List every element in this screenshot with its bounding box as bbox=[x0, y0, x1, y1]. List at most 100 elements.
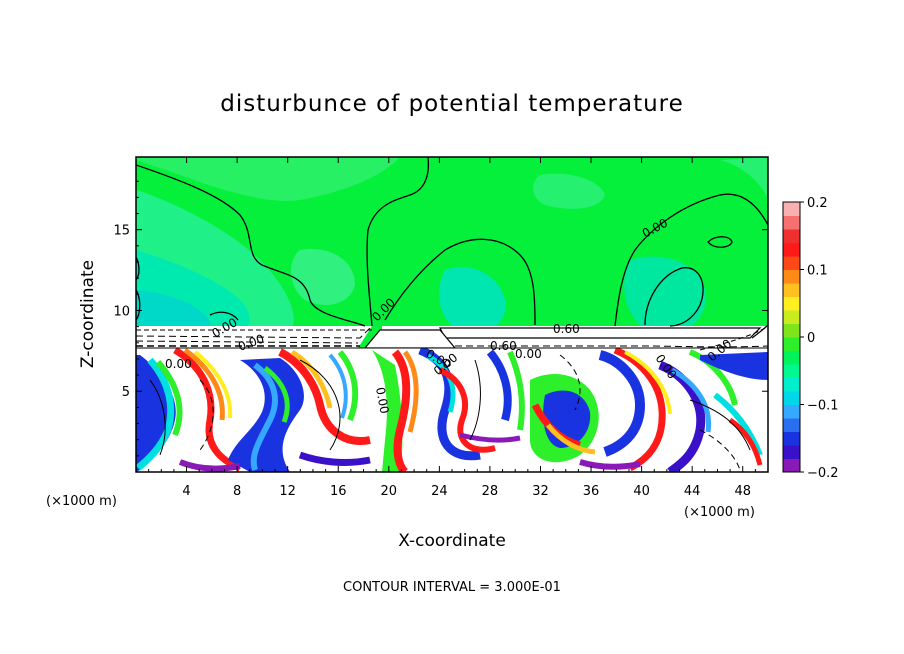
x-tick-label: 8 bbox=[233, 484, 241, 499]
colorbar-swatch bbox=[783, 431, 800, 446]
contour-line bbox=[455, 345, 768, 348]
field-patch bbox=[533, 173, 605, 209]
y-axis: 5 10 15 bbox=[113, 180, 768, 457]
contour-label: 0.60 bbox=[553, 322, 580, 336]
contour-label: 0.00 bbox=[165, 357, 192, 371]
contour-interval-note: CONTOUR INTERVAL = 3.000E-01 bbox=[343, 580, 561, 595]
contour-line bbox=[699, 429, 741, 471]
eddy-purple bbox=[178, 459, 241, 472]
plot-area bbox=[136, 157, 768, 472]
plume-red bbox=[391, 349, 411, 472]
white-band-segment bbox=[439, 327, 762, 339]
contour-line bbox=[559, 354, 581, 411]
contour-line bbox=[136, 289, 141, 321]
x-tick-label: 4 bbox=[182, 484, 190, 499]
plume-orange bbox=[402, 350, 419, 433]
eddy-red bbox=[173, 348, 242, 472]
field-patch bbox=[624, 256, 706, 335]
colorbar-swatch bbox=[783, 256, 800, 270]
contour-line bbox=[751, 324, 768, 339]
eddy-orange bbox=[290, 349, 333, 409]
colorbar-swatch bbox=[783, 377, 800, 392]
contour-line bbox=[384, 238, 536, 326]
contour-line bbox=[366, 157, 430, 327]
colorbar-swatch bbox=[783, 391, 800, 405]
contour-label: 0.60 bbox=[490, 339, 517, 353]
colorbar-swatch bbox=[783, 296, 800, 311]
contour-line bbox=[689, 399, 751, 451]
eddy-green bbox=[263, 366, 290, 423]
x-tick-label: 44 bbox=[684, 484, 701, 499]
contour-line bbox=[644, 267, 704, 327]
contour-line bbox=[469, 359, 481, 441]
field-patch bbox=[439, 266, 506, 335]
colorbar-swatch bbox=[783, 310, 800, 324]
y-axis-label: Z-coordinate bbox=[78, 260, 98, 368]
colorbar-swatch bbox=[783, 445, 800, 459]
eddy-cyan bbox=[136, 357, 175, 471]
contour-line bbox=[136, 340, 359, 344]
colorbar-swatch bbox=[783, 215, 800, 230]
eddy-green bbox=[155, 360, 183, 437]
plume-green bbox=[507, 350, 525, 431]
colorbar-swatch bbox=[783, 229, 800, 243]
colorbar-swatch bbox=[783, 418, 800, 432]
contour-line bbox=[707, 236, 733, 248]
white-band-segment bbox=[363, 329, 457, 349]
contour-line bbox=[209, 311, 239, 321]
lower-field bbox=[136, 348, 768, 472]
y-tick-label: 15 bbox=[113, 224, 130, 239]
contour-label: 0.00 bbox=[515, 347, 542, 361]
x-tick-label: 40 bbox=[633, 484, 650, 499]
x-tick-label: 48 bbox=[734, 484, 751, 499]
colorbar-tick-label: 0.2 bbox=[807, 196, 828, 211]
eddy-cyan bbox=[670, 367, 712, 433]
y-tick-label: 10 bbox=[113, 304, 130, 319]
eddy-red bbox=[728, 417, 763, 466]
x-tick-label: 24 bbox=[431, 484, 448, 499]
eddy-green bbox=[337, 350, 359, 422]
colorbar-swatch bbox=[783, 242, 800, 257]
white-band bbox=[136, 326, 768, 349]
colorbar-swatch bbox=[783, 404, 800, 419]
y-unit-label: (×1000 m) bbox=[46, 494, 117, 509]
eddy-orange bbox=[183, 348, 225, 421]
eddy-orange bbox=[546, 423, 596, 455]
colorbar-swatch bbox=[783, 202, 800, 216]
eddy-yellow bbox=[624, 350, 672, 415]
x-unit-label: (×1000 m) bbox=[684, 505, 755, 520]
chart-title: disturbunce of potential temperature bbox=[220, 91, 684, 117]
eddy-cyan bbox=[328, 353, 348, 419]
eddy-green bbox=[688, 349, 738, 406]
colorbar-tick-label: −0.2 bbox=[807, 466, 839, 481]
colorbar-swatch bbox=[783, 364, 800, 378]
colorbar-swatch bbox=[783, 337, 800, 351]
colorbar-tick-label: −0.1 bbox=[807, 399, 839, 414]
field-patch bbox=[136, 157, 400, 201]
eddy-purple bbox=[579, 459, 641, 470]
x-tick-label: 20 bbox=[381, 484, 398, 499]
colorbar-swatch bbox=[783, 323, 800, 338]
colorbar-swatch bbox=[783, 269, 800, 284]
field-patch bbox=[720, 157, 768, 200]
x-axis-label: X-coordinate bbox=[398, 531, 506, 551]
eddy-red bbox=[278, 348, 371, 445]
plume-blue bbox=[486, 349, 512, 422]
x-tick-label: 12 bbox=[279, 484, 296, 499]
x-axis: 4 8 12 16 20 24 28 32 36 40 44 48 bbox=[148, 157, 756, 499]
contour-line bbox=[614, 193, 768, 327]
x-tick-label: 16 bbox=[330, 484, 347, 499]
colorbar: 0.2 0.1 0 −0.1 −0.2 bbox=[782, 196, 839, 481]
upper-field-patches bbox=[136, 157, 768, 335]
eddy-red bbox=[613, 348, 666, 472]
x-tick-label: 36 bbox=[583, 484, 600, 499]
colorbar-swatch bbox=[783, 283, 800, 297]
eddy-blue bbox=[598, 350, 646, 457]
colorbar-tick-label: 0 bbox=[807, 331, 815, 346]
upper-contours bbox=[136, 157, 768, 339]
eddy-blue bbox=[228, 358, 304, 472]
contour-line bbox=[149, 379, 166, 456]
eddy-yellow bbox=[193, 350, 233, 419]
plume-purple bbox=[459, 432, 521, 443]
eddy-blue bbox=[700, 352, 768, 380]
